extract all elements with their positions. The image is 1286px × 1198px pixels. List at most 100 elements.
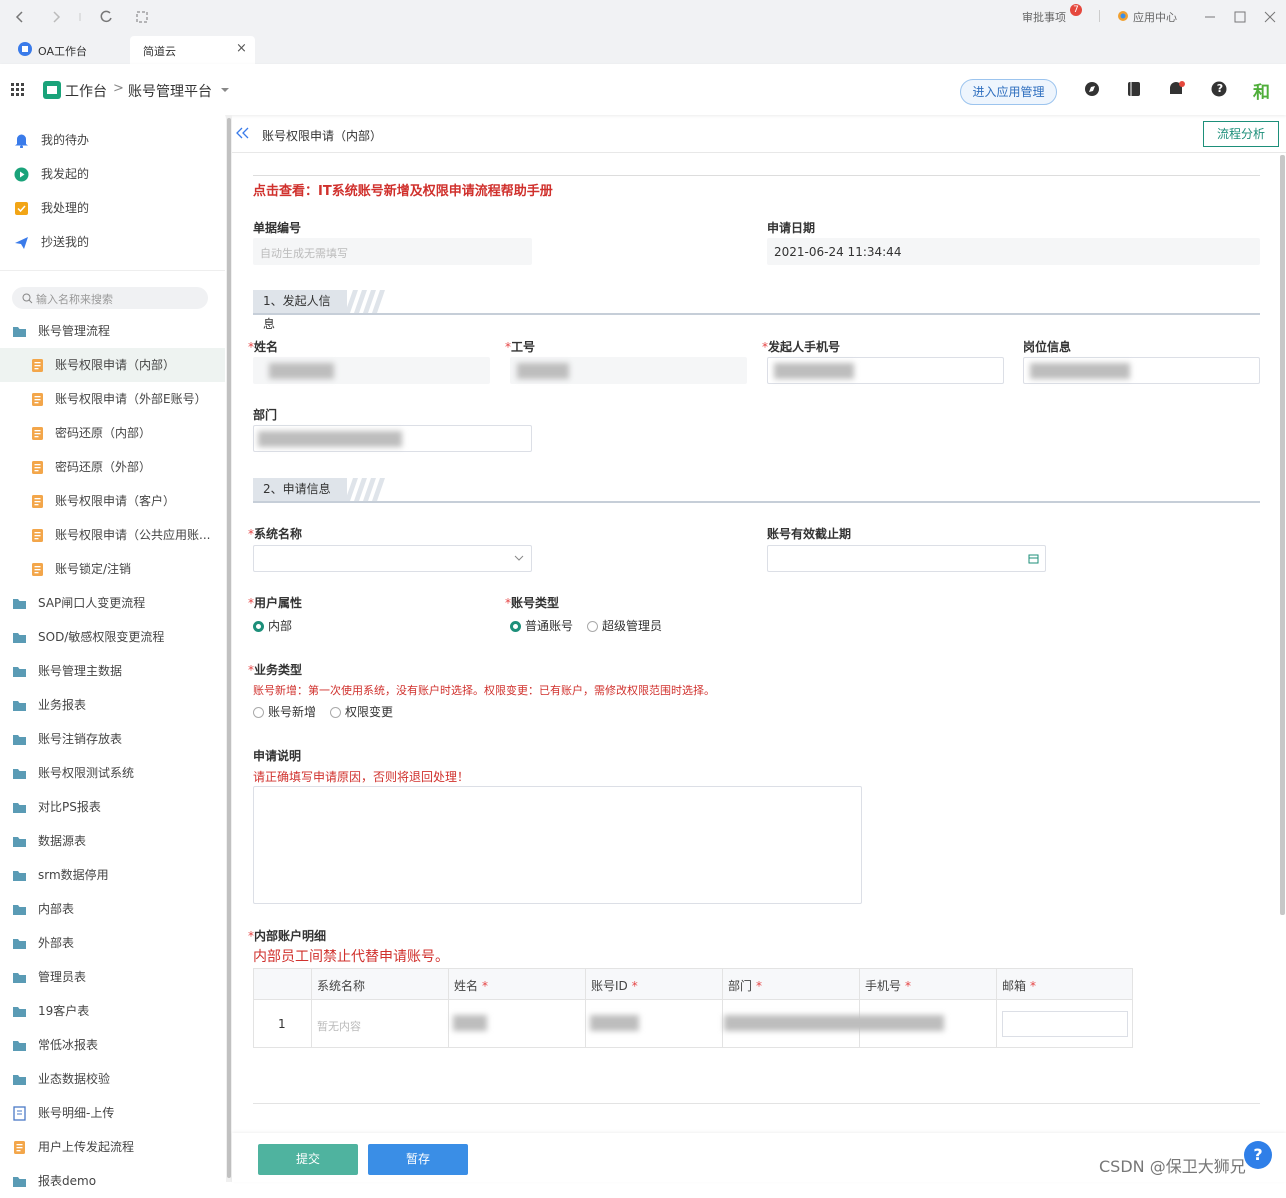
app-center[interactable]: 应用中心 bbox=[1133, 11, 1177, 24]
blurred-value bbox=[269, 363, 334, 379]
reason-textarea[interactable] bbox=[253, 786, 862, 904]
avatar[interactable]: 和 bbox=[1253, 83, 1270, 103]
tree-label: SAP闸口人变更流程 bbox=[38, 596, 146, 610]
tree-item[interactable]: 外部表 bbox=[0, 926, 225, 960]
column-header: 姓名 * bbox=[454, 977, 488, 994]
column-header: 系统名称 bbox=[317, 977, 365, 994]
tree-item[interactable]: 账号权限申请（客户） bbox=[0, 484, 225, 518]
tree-item[interactable]: 账号管理流程 bbox=[0, 314, 225, 348]
field-label: *内部账户明细 bbox=[248, 927, 326, 944]
search-box[interactable]: 输入名称来搜索 bbox=[12, 287, 208, 309]
radio-circle bbox=[253, 707, 264, 718]
dept-input[interactable] bbox=[253, 425, 532, 452]
manage-button[interactable]: 进入应用管理 bbox=[960, 79, 1057, 105]
column-divider bbox=[585, 969, 586, 1047]
section-title: 2、申请信息 bbox=[253, 478, 347, 501]
grid-icon[interactable] bbox=[11, 83, 24, 96]
radio-label: 账号新增 bbox=[268, 705, 317, 719]
collapse-icon[interactable] bbox=[236, 127, 249, 139]
analysis-button[interactable]: 流程分析 bbox=[1203, 121, 1279, 147]
workbench[interactable]: 工作台 bbox=[65, 84, 107, 100]
tree-item[interactable]: srm数据停用 bbox=[0, 858, 225, 892]
tree-item[interactable]: 内部表 bbox=[0, 892, 225, 926]
submit-button[interactable]: 提交 bbox=[258, 1144, 358, 1175]
tree-label: 账号注销存放表 bbox=[38, 732, 123, 746]
required-mark: * bbox=[631, 979, 638, 993]
tab-close[interactable]: × bbox=[236, 41, 247, 56]
tree-item[interactable]: 数据源表 bbox=[0, 824, 225, 858]
label-text: 账号类型 bbox=[511, 596, 560, 610]
help-link[interactable]: 点击查看：IT系统账号新增及权限申请流程帮助手册 bbox=[253, 184, 553, 199]
radio[interactable]: 普通账号 bbox=[510, 618, 573, 634]
dropdown-arrow[interactable] bbox=[220, 87, 230, 93]
tree-item[interactable]: 对比PS报表 bbox=[0, 790, 225, 824]
radio[interactable]: 超级管理员 bbox=[587, 618, 662, 634]
phone-input[interactable] bbox=[767, 357, 1004, 384]
help-float[interactable]: ? bbox=[1244, 1141, 1272, 1169]
quick-item[interactable]: 抄送我的 bbox=[0, 225, 225, 259]
folder-icon bbox=[13, 667, 26, 677]
name-input bbox=[253, 357, 490, 384]
tree-item[interactable]: 业务报表 bbox=[0, 688, 225, 722]
folder-icon bbox=[13, 701, 26, 711]
help-icon[interactable]: ? bbox=[1216, 82, 1224, 95]
tree-item[interactable]: SOD/敏感权限变更流程 bbox=[0, 620, 225, 654]
tree-item[interactable]: 密码还原（外部） bbox=[0, 450, 225, 484]
app-header: 工作台 > 账号管理平台 进入应用管理 ? 和 bbox=[0, 64, 1286, 115]
tree-item[interactable]: 账号权限测试系统 bbox=[0, 756, 225, 790]
main-scrollbar[interactable] bbox=[1280, 155, 1285, 915]
field-label: *业务类型 bbox=[248, 661, 302, 678]
tree-item[interactable]: 账号明细-上传 bbox=[0, 1096, 225, 1130]
tree-item[interactable]: 19客户表 bbox=[0, 994, 225, 1028]
field-label: 账号有效截止期 bbox=[767, 527, 852, 541]
quick-item[interactable]: 我发起的 bbox=[0, 157, 225, 191]
position-input[interactable] bbox=[1023, 357, 1260, 384]
radio[interactable]: 账号新增 bbox=[253, 704, 316, 720]
window-controls bbox=[1205, 11, 1276, 23]
tree-label: srm数据停用 bbox=[38, 868, 109, 882]
sidebar-scrollbar[interactable] bbox=[227, 118, 231, 1178]
active-tab[interactable]: 简道云 × bbox=[130, 36, 255, 64]
tree-item[interactable]: 账号权限申请（公共应用账... bbox=[0, 518, 225, 552]
tree-item[interactable]: 用户上传发起流程 bbox=[0, 1130, 225, 1164]
tab[interactable]: OA工作台 bbox=[38, 45, 87, 58]
label-text: 业务类型 bbox=[254, 663, 303, 677]
tree-item[interactable]: 账号注销存放表 bbox=[0, 722, 225, 756]
tree-item[interactable]: 管理员表 bbox=[0, 960, 225, 994]
quick-label: 我处理的 bbox=[41, 201, 90, 215]
radio[interactable]: 权限变更 bbox=[330, 704, 393, 720]
platform[interactable]: 账号管理平台 bbox=[128, 84, 212, 100]
system-select[interactable] bbox=[253, 545, 532, 572]
approval[interactable]: 审批事项 bbox=[1022, 9, 1066, 25]
tree-item[interactable]: SAP闸口人变更流程 bbox=[0, 586, 225, 620]
email-input[interactable] bbox=[1002, 1011, 1128, 1037]
blurred-value bbox=[517, 363, 569, 379]
column-header: 部门 * bbox=[728, 977, 762, 994]
radio-label: 超级管理员 bbox=[602, 619, 663, 633]
save-button[interactable]: 暂存 bbox=[368, 1144, 468, 1175]
form-icon bbox=[32, 461, 43, 474]
folder-icon bbox=[13, 599, 26, 609]
tree-item[interactable]: 账号锁定/注销 bbox=[0, 552, 225, 586]
required-mark: * bbox=[248, 929, 254, 943]
breadcrumb-separator: > bbox=[113, 81, 124, 96]
column-divider bbox=[311, 969, 312, 1047]
tree-label: SOD/敏感权限变更流程 bbox=[38, 630, 165, 644]
quick-item[interactable]: 我的待办 bbox=[0, 123, 225, 157]
tree-item[interactable]: 报表demo bbox=[0, 1164, 225, 1198]
tree-item[interactable]: 账号权限申请（外部E账号） bbox=[0, 382, 225, 416]
tree-item[interactable]: 业态数据校验 bbox=[0, 1062, 225, 1096]
tree-item[interactable]: 账号权限申请（内部） bbox=[0, 348, 225, 382]
radio-selected bbox=[510, 621, 521, 632]
tree-item[interactable]: 常低冰报表 bbox=[0, 1028, 225, 1062]
section-stripes bbox=[347, 478, 385, 501]
quick-item[interactable]: 我处理的 bbox=[0, 191, 225, 225]
radio[interactable]: 内部 bbox=[253, 618, 292, 634]
search-placeholder: 输入名称来搜索 bbox=[36, 293, 113, 306]
tree-label: 账号权限申请（外部E账号） bbox=[55, 392, 207, 406]
field-label: 申请说明 bbox=[253, 749, 302, 763]
tree-item[interactable]: 账号管理主数据 bbox=[0, 654, 225, 688]
tree-item[interactable]: 密码还原（内部） bbox=[0, 416, 225, 450]
folder-icon bbox=[13, 327, 26, 337]
expiry-input[interactable] bbox=[767, 545, 1046, 572]
